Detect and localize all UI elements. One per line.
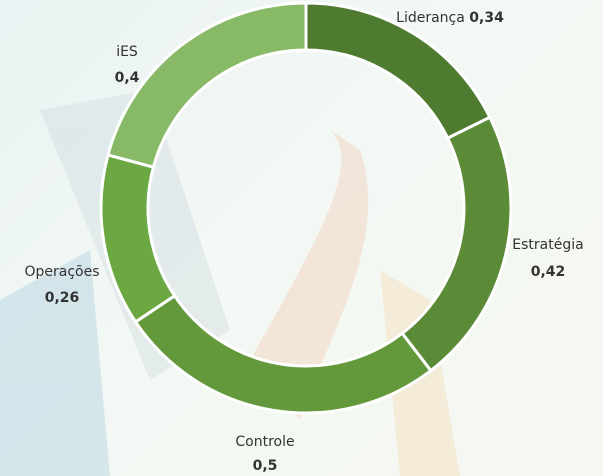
value-label: 0,4 (115, 70, 140, 86)
category-label: Liderança (396, 10, 465, 26)
donut-segment (402, 117, 511, 370)
value-label: 0,34 (469, 10, 504, 26)
category-label: Controle (235, 434, 294, 450)
category-label: Operações (24, 264, 99, 280)
page: Liderança 0,34 Estratégia 0,42 Controle 0,5 O… (0, 0, 603, 476)
value-label: 0,5 (253, 458, 278, 474)
value-label: 0,42 (531, 264, 566, 280)
category-label: Estratégia (512, 237, 583, 253)
value-label: 0,26 (45, 290, 80, 306)
chart: Liderança 0,34 Estratégia 0,42 Controle 0,5 O… (0, 0, 603, 476)
watermark (0, 90, 460, 476)
category-label: iES (116, 44, 138, 60)
data-label: Liderança 0,34 (396, 10, 504, 26)
